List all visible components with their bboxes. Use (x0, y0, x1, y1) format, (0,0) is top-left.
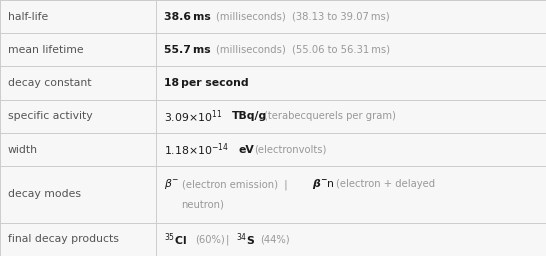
Text: neutron): neutron) (182, 200, 224, 210)
Text: $3.09{\times}10^{11}$: $3.09{\times}10^{11}$ (164, 108, 222, 125)
Text: $\bfit{\beta}^{-}$n: $\bfit{\beta}^{-}$n (312, 177, 334, 191)
Text: final decay products: final decay products (8, 234, 119, 244)
Text: $^{34}$S: $^{34}$S (236, 231, 254, 248)
Text: mean lifetime: mean lifetime (8, 45, 84, 55)
Text: (electronvolts): (electronvolts) (254, 145, 327, 155)
Text: 18 per second: 18 per second (164, 78, 248, 88)
Text: (milliseconds)  (38.13 to 39.07 ms): (milliseconds) (38.13 to 39.07 ms) (216, 12, 389, 22)
Text: $^{35}$Cl: $^{35}$Cl (164, 231, 186, 248)
Text: (terabecquerels per gram): (terabecquerels per gram) (264, 111, 395, 121)
Text: |: | (225, 234, 229, 245)
Text: specific activity: specific activity (8, 111, 93, 121)
Text: (milliseconds)  (55.06 to 56.31 ms): (milliseconds) (55.06 to 56.31 ms) (216, 45, 390, 55)
Text: 38.6 ms: 38.6 ms (164, 12, 210, 22)
Text: (60%): (60%) (195, 234, 225, 244)
Text: half-life: half-life (8, 12, 48, 22)
Text: TBq/g: TBq/g (232, 111, 267, 121)
Text: width: width (8, 145, 38, 155)
Text: decay modes: decay modes (8, 189, 81, 199)
Text: $\beta^{-}$: $\beta^{-}$ (164, 177, 179, 191)
Text: $1.18{\times}10^{-14}$: $1.18{\times}10^{-14}$ (164, 141, 228, 158)
Text: decay constant: decay constant (8, 78, 92, 88)
Text: eV: eV (239, 145, 254, 155)
Text: (electron emission)  |: (electron emission) | (182, 179, 287, 190)
Text: (44%): (44%) (260, 234, 290, 244)
Text: 55.7 ms: 55.7 ms (164, 45, 210, 55)
Text: (electron + delayed: (electron + delayed (336, 179, 435, 189)
